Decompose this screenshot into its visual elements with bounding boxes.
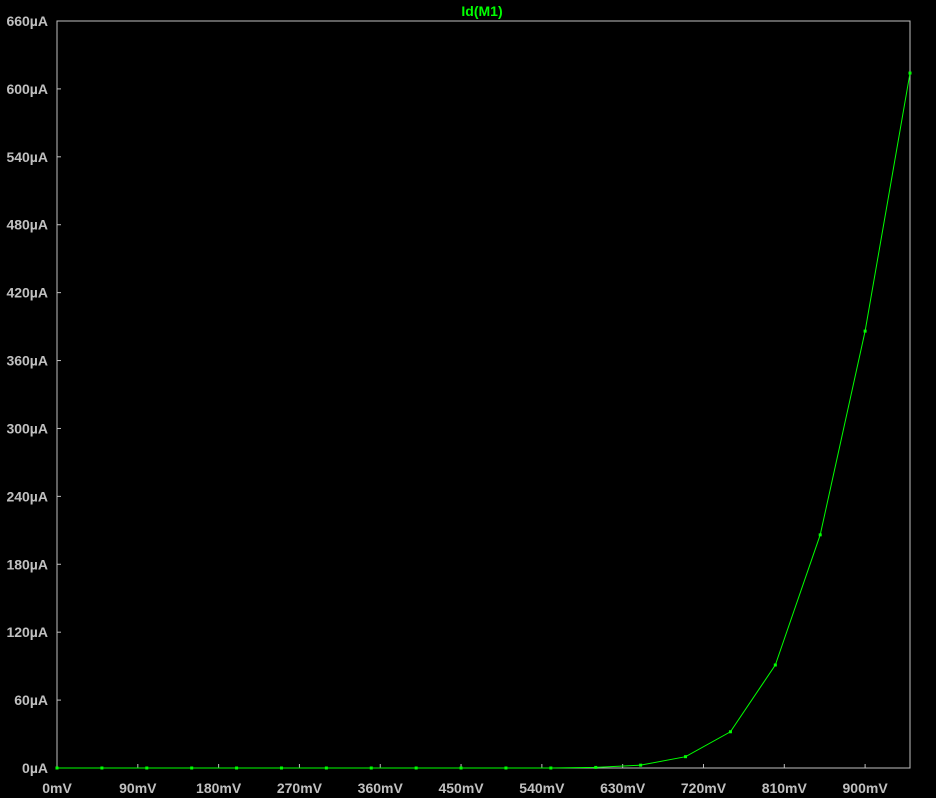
x-tick-label: 540mV bbox=[519, 780, 565, 796]
x-tick-label: 180mV bbox=[196, 780, 242, 796]
y-tick-label: 120µA bbox=[6, 624, 48, 640]
data-point bbox=[414, 766, 418, 770]
data-point bbox=[235, 766, 239, 770]
plot-area[interactable] bbox=[55, 71, 912, 770]
data-point bbox=[594, 765, 598, 769]
series-line-id-m1[interactable] bbox=[57, 72, 911, 769]
data-point bbox=[504, 766, 508, 770]
y-tick-label: 0µA bbox=[22, 760, 48, 776]
data-point bbox=[684, 755, 688, 759]
data-point bbox=[773, 663, 777, 667]
y-tick-label: 420µA bbox=[6, 285, 48, 301]
x-axis: 0mV 90mV 180mV 270mV 360mV 450mV 540mV 630mV 720… bbox=[42, 764, 888, 796]
y-tick-label: 300µA bbox=[6, 420, 48, 436]
x-tick-label: 450mV bbox=[438, 780, 484, 796]
y-tick-label: 240µA bbox=[6, 488, 48, 504]
data-point bbox=[145, 766, 149, 770]
data-point bbox=[728, 730, 732, 734]
y-tick-label: 360µA bbox=[6, 353, 48, 369]
data-point bbox=[549, 766, 553, 770]
x-tick-label: 90mV bbox=[119, 780, 157, 796]
data-point bbox=[639, 763, 643, 767]
data-point bbox=[279, 766, 283, 770]
data-point bbox=[55, 766, 59, 770]
x-tick-label: 360mV bbox=[358, 780, 404, 796]
x-tick-label: 270mV bbox=[277, 780, 323, 796]
y-tick-label: 480µA bbox=[6, 217, 48, 233]
y-axis: 0µA 60µA 120µA 180µA 240µA 300µA 360µA 420µA 480… bbox=[6, 13, 61, 776]
y-tick-label: 60µA bbox=[14, 692, 48, 708]
chart-title[interactable]: Id(M1) bbox=[461, 3, 502, 19]
x-tick-label: 810mV bbox=[762, 780, 808, 796]
data-point bbox=[190, 766, 194, 770]
x-tick-label: 0mV bbox=[42, 780, 72, 796]
data-point bbox=[459, 766, 463, 770]
data-point bbox=[863, 329, 867, 333]
x-tick-label: 900mV bbox=[843, 780, 889, 796]
data-point bbox=[324, 766, 328, 770]
y-tick-label: 540µA bbox=[6, 149, 48, 165]
data-point bbox=[369, 766, 373, 770]
data-point bbox=[818, 533, 822, 537]
x-tick-label: 630mV bbox=[600, 780, 646, 796]
y-tick-label: 180µA bbox=[6, 556, 48, 572]
y-tick-label: 600µA bbox=[6, 81, 48, 97]
x-tick-label: 720mV bbox=[681, 780, 727, 796]
y-tick-label: 660µA bbox=[6, 13, 48, 29]
data-point bbox=[908, 71, 912, 75]
data-point bbox=[100, 766, 104, 770]
